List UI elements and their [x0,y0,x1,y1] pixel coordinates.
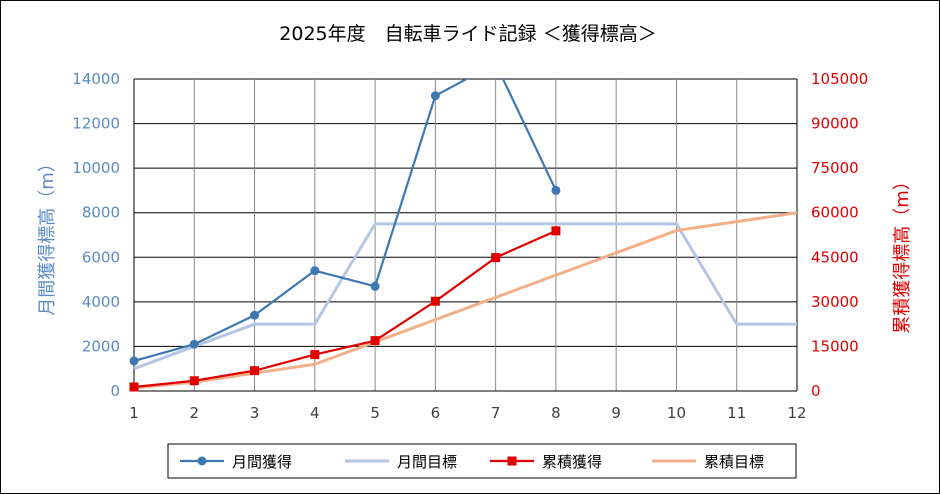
y-tick-label-left: 14000 [72,70,120,88]
point-月間獲得 [250,310,260,320]
point-月間獲得 [430,91,440,101]
x-tick-label: 2 [189,404,199,422]
y-tick-label-left: 12000 [72,115,120,133]
y-tick-label-right: 90000 [811,115,859,133]
legend-marker-累積獲得 [507,456,517,466]
y-tick-label-right: 0 [811,382,821,400]
point-累積獲得 [189,376,199,386]
x-tick-label: 11 [727,404,746,422]
grid [133,78,798,392]
y-tick-label-left: 0 [110,382,120,400]
series-line-累積目標 [133,211,798,390]
point-累積獲得 [491,253,501,263]
x-tick-label: 8 [551,404,561,422]
y-tick-label-right: 15000 [811,337,859,355]
y-tick-label-right: 60000 [811,204,859,222]
ticks: 0 2000 4000 6000 8000 10000 12000 14000 0 15000 30… [72,70,868,422]
series-line-月間目標 [133,222,797,371]
series-group [129,79,798,392]
point-月間獲得 [551,185,561,195]
x-tick-label: 10 [667,404,686,422]
x-tick-label: 6 [431,404,441,422]
series-line-累積獲得 [133,229,557,389]
x-tick-label: 3 [250,404,260,422]
x-tick-label: 7 [491,404,501,422]
legend-label-月間獲得: 月間獲得 [232,453,292,471]
point-累積獲得 [310,350,320,360]
y-tick-label-right: 45000 [811,248,859,266]
x-tick-label: 5 [370,404,380,422]
legend: 月間獲得 月間目標 累積獲得 累積目標 [167,443,797,479]
y-tick-label-left: 2000 [82,337,120,355]
chart-title: 2025年度 自転車ライド記録 ＜獲得標高＞ [279,23,656,45]
y-tick-label-left: 8000 [82,204,120,222]
point-月間獲得 [189,339,199,349]
point-月間獲得 [370,281,380,291]
legend-label-累積獲得: 累積獲得 [542,453,602,471]
point-累積獲得 [250,366,260,376]
legend-label-月間目標: 月間目標 [397,453,457,471]
point-月間獲得 [129,356,139,366]
x-tick-label: 12 [787,404,806,422]
y-tick-label-right: 105000 [811,70,868,88]
legend-marker-月間獲得 [197,456,207,466]
legend-label-累積目標: 累積目標 [704,453,764,471]
y-tick-label-left: 10000 [72,159,120,177]
point-累積獲得 [430,296,440,306]
point-月間獲得 [310,266,320,276]
x-tick-label: 1 [129,404,139,422]
y-axis-label-left: 月間獲得標高（m） [37,154,58,316]
point-累積獲得 [129,382,139,392]
x-tick-label: 4 [310,404,320,422]
y-axis-label-right: 累積獲得標高（m） [892,172,913,334]
series-line-月間獲得 [133,79,557,362]
x-tick-label: 9 [611,404,621,422]
point-累積獲得 [551,226,561,236]
y-tick-label-right: 30000 [811,293,859,311]
y-tick-label-left: 4000 [82,293,120,311]
point-累積獲得 [370,336,380,346]
y-tick-label-right: 75000 [811,159,859,177]
y-tick-label-left: 6000 [82,248,120,266]
